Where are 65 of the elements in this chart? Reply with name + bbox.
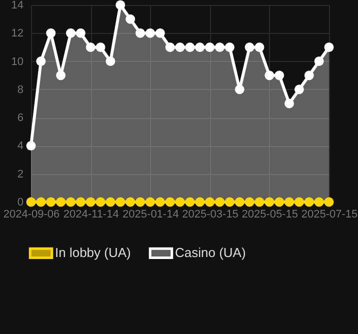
- point: [254, 197, 264, 207]
- point: [294, 197, 304, 207]
- point: [175, 197, 185, 207]
- point: [224, 197, 234, 207]
- point: [155, 28, 165, 38]
- point: [46, 197, 56, 207]
- point: [314, 56, 324, 66]
- point: [36, 197, 46, 207]
- point: [116, 197, 126, 207]
- legend-label: In lobby (UA): [55, 245, 131, 260]
- point: [324, 197, 334, 207]
- point: [284, 98, 294, 108]
- x-tick-label: 2025-05-15: [242, 208, 298, 220]
- point: [26, 197, 36, 207]
- point: [284, 197, 294, 207]
- y-tick-label: 4: [17, 140, 24, 152]
- point: [66, 197, 76, 207]
- y-tick-label: 6: [17, 112, 24, 124]
- point: [126, 197, 136, 207]
- point: [56, 70, 66, 80]
- x-tick-label: 2025-03-15: [182, 208, 238, 220]
- point: [205, 197, 215, 207]
- point: [96, 42, 106, 52]
- point: [106, 56, 116, 66]
- point: [274, 197, 284, 207]
- x-tick-label: 2024-09-06: [3, 208, 60, 220]
- point: [96, 197, 106, 207]
- y-tick-label: 8: [17, 84, 24, 96]
- point: [254, 42, 264, 52]
- point: [76, 28, 86, 38]
- y-tick-label: 10: [11, 56, 24, 68]
- point: [116, 0, 126, 10]
- point: [126, 14, 136, 24]
- point: [314, 197, 324, 207]
- y-tick-label: 14: [11, 0, 24, 12]
- point: [46, 28, 56, 38]
- y-tick-label: 12: [11, 28, 24, 40]
- y-tick-label: 2: [17, 168, 24, 180]
- point: [106, 197, 116, 207]
- point: [264, 197, 274, 207]
- point: [234, 197, 244, 207]
- x-tick-label: 2024-11-14: [63, 208, 119, 220]
- point: [56, 197, 66, 207]
- point: [165, 197, 175, 207]
- legend-label: Casino (UA): [175, 245, 246, 260]
- point: [76, 197, 86, 207]
- point: [214, 197, 224, 207]
- point: [26, 140, 36, 150]
- y-tick-label: 0: [17, 196, 24, 208]
- point: [244, 197, 254, 207]
- point: [185, 197, 195, 207]
- point: [304, 197, 314, 207]
- point: [304, 70, 314, 80]
- point: [294, 84, 304, 94]
- point: [136, 197, 146, 207]
- point: [36, 56, 46, 66]
- x-tick-label: 2025-07-15: [301, 208, 358, 220]
- point: [274, 70, 284, 80]
- point: [145, 197, 155, 207]
- point: [195, 197, 205, 207]
- point: [224, 42, 234, 52]
- point: [86, 197, 96, 207]
- point: [155, 197, 165, 207]
- x-tick-label: 2025-01-14: [122, 208, 179, 220]
- point: [234, 84, 244, 94]
